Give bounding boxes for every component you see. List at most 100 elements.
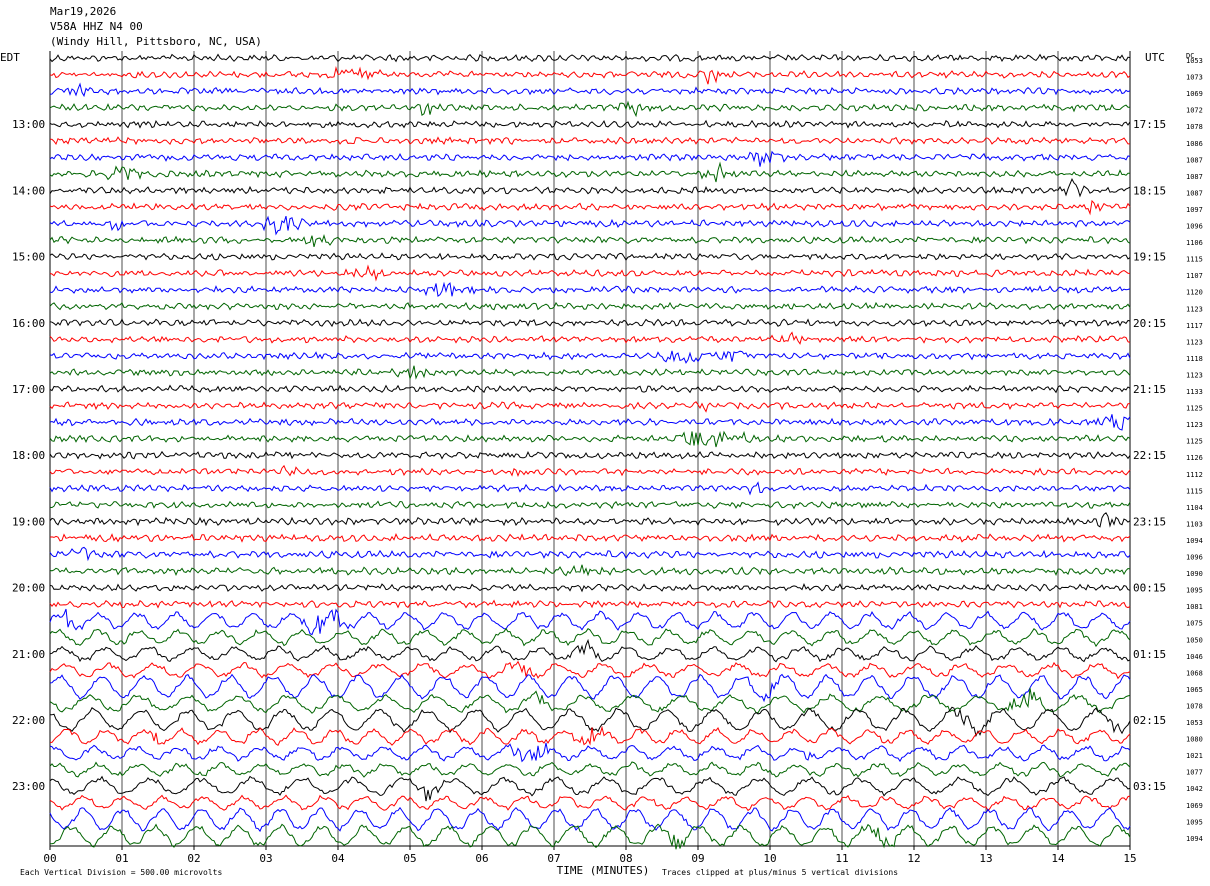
dc-offset-value: 1123 (1186, 338, 1203, 346)
left-hour-label: 16:00 (12, 317, 45, 330)
dc-offset-value: 1133 (1186, 388, 1203, 396)
dc-offset-value: 1087 (1186, 189, 1203, 197)
dc-offset-value: 1075 (1186, 620, 1203, 628)
dc-offset-value: 1087 (1186, 156, 1203, 164)
dc-offset-value: 1104 (1186, 504, 1203, 512)
dc-offset-value: 1094 (1186, 537, 1203, 545)
dc-offset-value: 1087 (1186, 173, 1203, 181)
seismic-trace (49, 150, 1131, 167)
seismic-trace (49, 384, 1131, 394)
right-hour-label: 02:15 (1133, 714, 1166, 727)
x-tick-label: 11 (835, 852, 848, 865)
dc-offset-value: 1068 (1186, 669, 1203, 677)
dc-offset-value: 1081 (1186, 603, 1203, 611)
seismic-trace (49, 761, 1131, 778)
seismic-trace (49, 599, 1131, 609)
seismic-trace (49, 687, 1131, 714)
x-tick-label: 04 (331, 852, 345, 865)
x-tick-label: 13 (979, 852, 992, 865)
right-hour-label: 21:15 (1133, 383, 1166, 396)
dc-offset-value: 1046 (1186, 653, 1203, 661)
left-hour-label: 18:00 (12, 449, 45, 462)
right-hour-label: 23:15 (1133, 515, 1166, 528)
seismic-trace (49, 252, 1131, 261)
seismic-trace (50, 725, 1131, 747)
seismic-trace (49, 234, 1131, 248)
dc-offset-value: 1123 (1186, 421, 1203, 429)
dc-offset-value: 1072 (1186, 107, 1203, 115)
seismic-trace (49, 638, 1131, 663)
dc-offset-value: 1097 (1186, 206, 1203, 214)
left-hour-label: 21:00 (12, 648, 45, 661)
left-axis-label: EDT (0, 51, 20, 64)
seismic-trace (49, 318, 1131, 328)
right-hour-label: 03:15 (1133, 780, 1166, 793)
x-tick-label: 10 (763, 852, 776, 865)
footer-scale-note: Each Vertical Division = 500.00 microvol… (20, 868, 222, 877)
seismic-trace (49, 533, 1131, 543)
left-hour-label: 14:00 (12, 184, 45, 197)
right-hour-label: 01:15 (1133, 648, 1166, 661)
dc-offset-value: 1094 (1186, 835, 1203, 843)
seismic-trace (49, 100, 1130, 118)
seismic-trace (49, 481, 1131, 496)
seismic-trace (49, 82, 1131, 98)
dc-offset-value: 1042 (1186, 785, 1203, 793)
seismic-trace (49, 161, 1131, 183)
dc-offset-value: 1096 (1186, 554, 1203, 562)
seismic-trace (49, 350, 1131, 364)
dc-offset-value: 1080 (1186, 736, 1203, 744)
seismic-trace (49, 464, 1131, 477)
x-tick-label: 02 (187, 852, 200, 865)
left-hour-label: 19:00 (12, 515, 45, 528)
seismic-trace (49, 627, 1131, 648)
left-hour-label: 23:00 (12, 780, 45, 793)
left-hour-label: 13:00 (12, 118, 45, 131)
dc-offset-value: 1115 (1186, 256, 1203, 264)
left-hour-label: 20:00 (12, 582, 45, 595)
dc-offset-value: 1115 (1186, 487, 1203, 495)
dc-offset-value: 1090 (1186, 570, 1203, 578)
seismic-trace (49, 264, 1131, 282)
dc-offset-value: 1120 (1186, 289, 1203, 297)
seismic-trace (49, 660, 1131, 680)
seismic-trace (49, 53, 1131, 63)
seismic-trace (49, 546, 1131, 562)
seismic-trace (49, 365, 1131, 381)
seismic-trace (49, 414, 1131, 431)
seismic-trace (49, 331, 1131, 345)
seismic-trace (49, 119, 1131, 129)
dc-offset-value: 1125 (1186, 438, 1203, 446)
seismic-trace (49, 450, 1131, 460)
x-tick-label: 09 (691, 852, 704, 865)
seismic-trace (49, 564, 1131, 577)
seismic-trace (49, 775, 1131, 802)
seismic-trace (49, 301, 1131, 311)
left-hour-label: 15:00 (12, 251, 45, 264)
dc-offset-value: 1118 (1186, 355, 1203, 363)
x-tick-label: 05 (403, 852, 416, 865)
right-hour-label: 00:15 (1133, 582, 1166, 595)
seismic-trace (49, 430, 1131, 448)
seismic-trace (49, 582, 1131, 593)
left-hour-label: 17:00 (12, 383, 45, 396)
dc-offset-value: 1073 (1186, 74, 1203, 82)
seismic-trace (49, 806, 1131, 833)
x-tick-label: 07 (547, 852, 560, 865)
seismic-trace (49, 608, 1131, 636)
seismic-trace (49, 512, 1131, 528)
seismic-trace (49, 178, 1131, 198)
x-tick-label: 01 (115, 852, 128, 865)
seismic-trace (49, 136, 1130, 146)
right-hour-label: 18:15 (1133, 184, 1166, 197)
x-tick-label: 15 (1123, 852, 1136, 865)
left-hour-label: 22:00 (12, 714, 45, 727)
dc-offset-value: 1069 (1186, 802, 1203, 810)
right-hour-label: 22:15 (1133, 449, 1166, 462)
dc-offset-value: 1078 (1186, 702, 1203, 710)
seismic-trace (49, 65, 1131, 85)
dc-offset-value: 1021 (1186, 752, 1203, 760)
header-station: V58A HHZ N4 00 (50, 20, 143, 33)
seismic-trace (49, 199, 1131, 216)
